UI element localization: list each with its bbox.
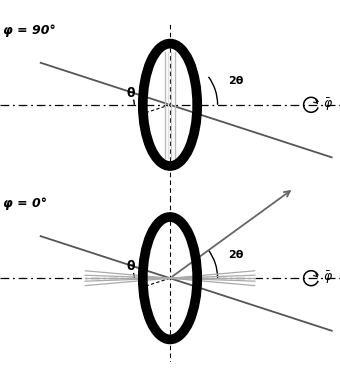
- Text: 2θ: 2θ: [228, 76, 243, 86]
- Text: $\bar{\varphi}$: $\bar{\varphi}$: [323, 270, 333, 286]
- Text: $\bar{\varphi}$: $\bar{\varphi}$: [323, 97, 333, 113]
- Text: 2θ: 2θ: [228, 249, 243, 260]
- Text: φ = 90°: φ = 90°: [3, 24, 56, 37]
- Text: φ = 0°: φ = 0°: [3, 197, 47, 210]
- Text: θ: θ: [126, 87, 135, 100]
- Text: θ: θ: [126, 260, 135, 273]
